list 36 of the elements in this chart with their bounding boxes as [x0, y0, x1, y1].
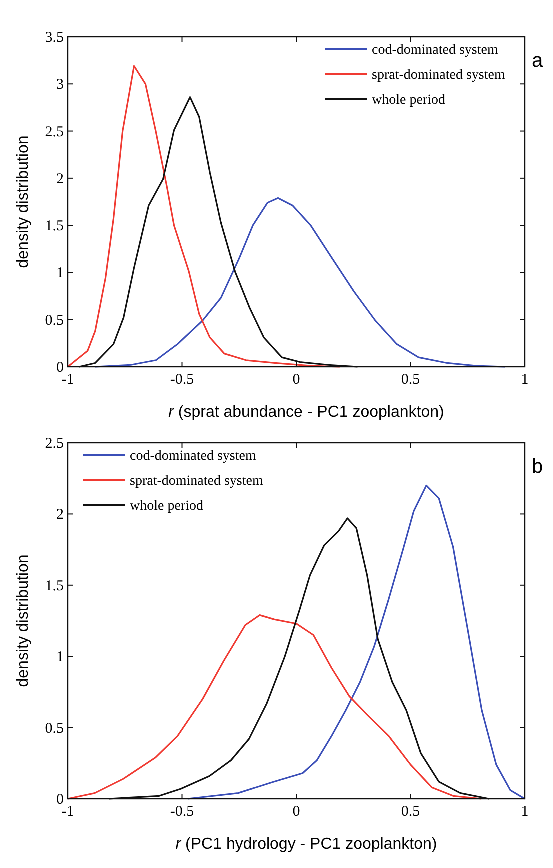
x-tick-label: -1: [62, 372, 74, 388]
x-tick-label: 1: [521, 804, 529, 820]
y-tick-label: 0: [56, 360, 64, 376]
text: b: [532, 456, 544, 478]
y-tick-label: 1.5: [45, 218, 64, 235]
y-tick-label: 2.5: [45, 124, 64, 140]
legend-label: whole period: [372, 93, 446, 108]
y-tick-label: 0.5: [45, 312, 64, 329]
x-tick-label: -1: [62, 804, 74, 820]
legend-label: whole period: [130, 499, 204, 514]
y-axis-title: density distribution: [15, 136, 32, 268]
y-tick-label: 1: [56, 650, 64, 666]
x-tick-label: 0.5: [401, 804, 420, 820]
y-tick-label: 1.5: [45, 578, 64, 594]
legend-label: cod-dominated system: [372, 43, 498, 58]
legend-label: sprat-dominated system: [372, 68, 506, 83]
x-tick-label: -0.5: [170, 372, 194, 388]
y-tick-label: 2: [56, 507, 64, 524]
y-tick-label: 0: [56, 792, 64, 808]
y-tick-label: 2.5: [45, 436, 64, 452]
y-tick-label: 3.5: [45, 30, 64, 46]
x-axis-title: r (PC1 hydrology - PC1 zooplankton): [176, 836, 438, 853]
text: a: [532, 50, 544, 72]
y-tick-label: 1: [56, 266, 64, 282]
y-axis-title: density distribution: [15, 554, 32, 688]
x-tick-label: 0.5: [401, 372, 420, 388]
y-tick-label: 0.5: [45, 720, 64, 737]
x-tick-label: 0: [292, 372, 300, 388]
y-tick-label: 3: [56, 77, 64, 94]
legend-label: cod-dominated system: [130, 449, 256, 464]
x-tick-label: -0.5: [170, 804, 194, 820]
legend-label: sprat-dominated system: [130, 474, 264, 489]
x-tick-label: 1: [521, 372, 529, 388]
y-tick-label: 2: [56, 171, 64, 188]
x-tick-label: 0: [292, 804, 300, 820]
x-axis-title: r (sprat abundance - PC1 zooplankton): [168, 404, 444, 421]
